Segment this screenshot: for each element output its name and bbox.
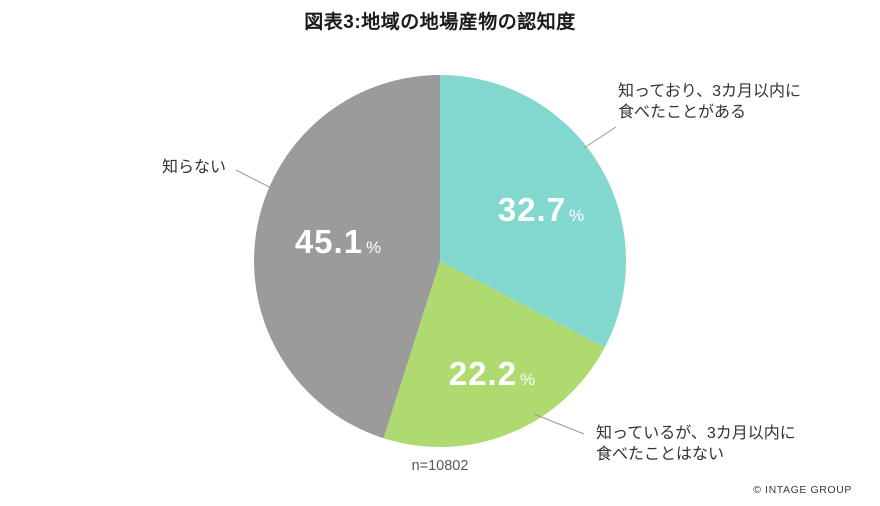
copyright-label: © INTAGE GROUP (753, 484, 852, 496)
callout-label-known-eaten: 知っており、3カ月以内に 食べたことがある (618, 81, 801, 123)
callout-label-known-eaten-line2: 食べたことがある (618, 104, 747, 121)
value-label-known-not-eaten: 22.2% (449, 355, 535, 393)
percent-sign-unknown: % (366, 238, 382, 257)
value-unknown: 45.1 (294, 223, 364, 260)
leader-line-known-eaten (583, 126, 617, 149)
leader-line-unknown (235, 169, 278, 192)
callout-label-known-not-eaten-line1: 知っているが、3カ月以内に (596, 425, 796, 442)
sample-size-label: n=10802 (411, 458, 469, 474)
callout-label-known-eaten-line1: 知っており、3カ月以内に (618, 83, 801, 100)
percent-sign-known-eaten: % (569, 206, 585, 225)
callout-label-known-not-eaten: 知っているが、3カ月以内に 食べたことはない (596, 423, 796, 465)
chart-title: 図表3:地域の地場産物の認知度 (304, 12, 576, 33)
callout-label-unknown-line1: 知らない (162, 159, 227, 176)
pie-slice-known-not-eaten (383, 261, 605, 447)
leader-line-known-not-eaten (533, 413, 585, 435)
value-known-eaten: 32.7 (497, 191, 567, 228)
percent-sign-known-not-eaten: % (520, 370, 536, 389)
value-label-known-eaten: 32.7% (498, 191, 584, 229)
pie-slice-known-eaten (440, 75, 626, 348)
callout-label-known-not-eaten-line2: 食べたことはない (596, 446, 725, 463)
pie-slice-unknown (254, 75, 440, 439)
callout-label-unknown: 知らない (162, 157, 226, 178)
value-known-not-eaten: 22.2 (448, 355, 518, 392)
value-label-unknown: 45.1% (295, 223, 381, 261)
